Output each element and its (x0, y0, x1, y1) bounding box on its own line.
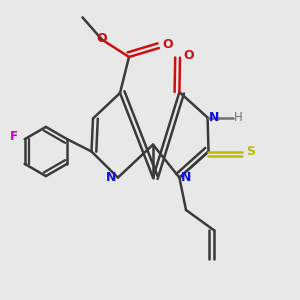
Text: N: N (209, 111, 219, 124)
Text: N: N (106, 171, 116, 184)
Text: N: N (181, 171, 191, 184)
Text: O: O (163, 38, 173, 52)
Text: H: H (234, 111, 243, 124)
Text: O: O (97, 32, 107, 45)
Text: O: O (183, 49, 194, 62)
Text: F: F (10, 130, 18, 143)
Text: S: S (247, 145, 256, 158)
